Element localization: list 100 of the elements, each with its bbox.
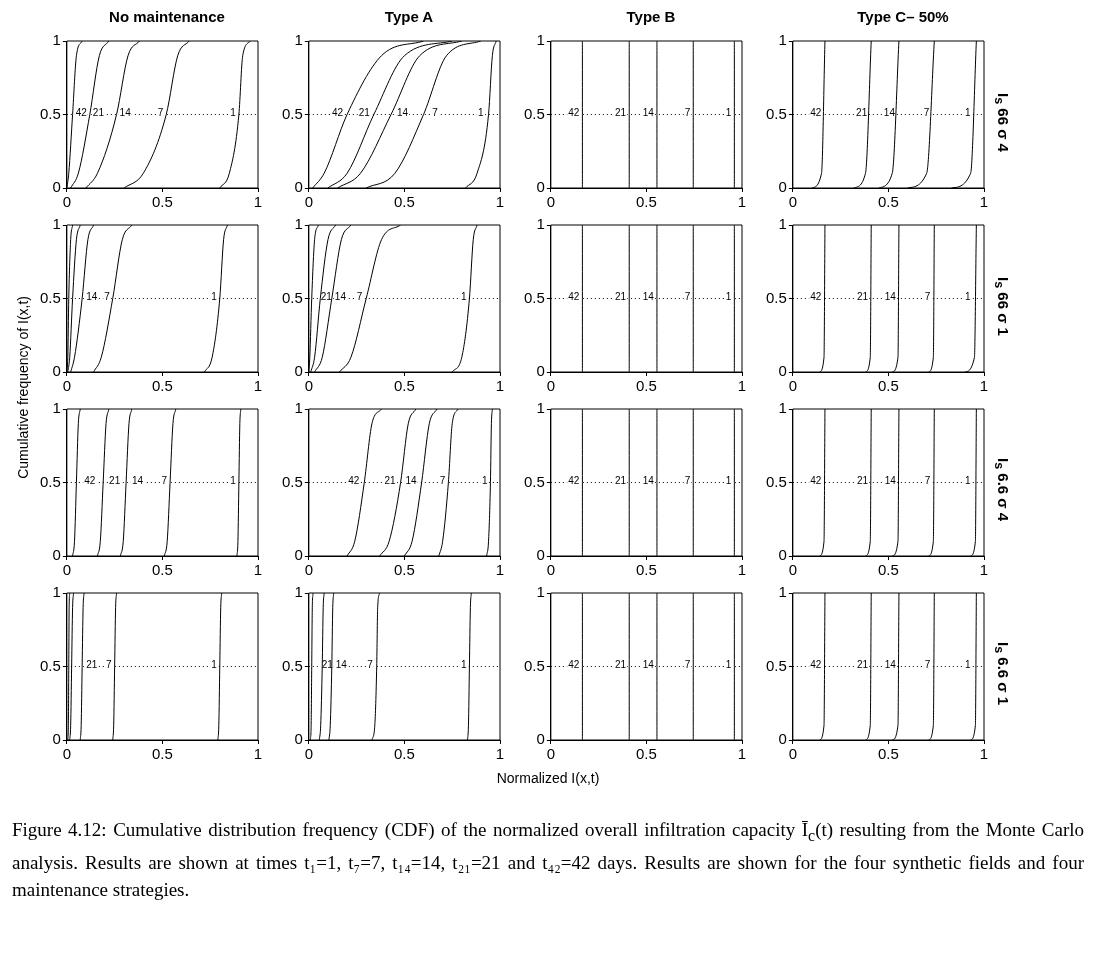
y-tick-label: 1 — [294, 215, 303, 233]
x-tick-label: 1 — [979, 561, 989, 579]
annotation: 21 — [358, 107, 371, 119]
annotation: 1 — [964, 291, 971, 303]
x-tick-label: 0.5 — [152, 377, 173, 395]
annotation: 14 — [405, 475, 418, 487]
y-tick-label: 0.5 — [281, 472, 303, 490]
y-tick-label: 0 — [52, 178, 61, 196]
annotation: 42 — [75, 107, 88, 119]
caption: Figure 4.12: Cumulative distribution frequency (CDF) of the normalized overall infiltration capacity Ī$_{c}$(t) resulting from the Monte Carlo analysis. Results are shown at times t₁=1, t₇=7, t₁₄=14, t₂₁=21 and t₄₂=42 days. Results are shown for the four synthetic fields and four maintenance strategies. — [11, 818, 1085, 902]
y-tick-label: 0.5 — [39, 104, 61, 122]
x-tick-label: 0.5 — [636, 561, 657, 579]
annotation: 7 — [161, 475, 168, 487]
annotation: 14 — [884, 659, 897, 671]
annotation: 1 — [460, 291, 467, 303]
y-tick-label: 1 — [294, 583, 303, 601]
x-tick-label: 1 — [737, 193, 747, 211]
x-tick-label: 1 — [979, 377, 989, 395]
annotation: 42 — [568, 107, 580, 119]
annotation: 42 — [810, 107, 822, 119]
annotation: 1 — [964, 659, 971, 671]
y-tick-label: 1 — [536, 583, 545, 601]
x-tick-label: 1 — [495, 377, 505, 395]
annotation: 1 — [481, 475, 488, 487]
y-tick-label: 0 — [778, 546, 787, 564]
annotation: 7 — [367, 659, 374, 671]
y-tick-label: 0.5 — [39, 288, 61, 306]
annotation: 7 — [684, 475, 691, 487]
y-tick-label: 1 — [778, 31, 787, 49]
y-tick-label: 0.5 — [523, 472, 545, 490]
annotation: 7 — [432, 107, 439, 119]
annotation: 7 — [684, 107, 691, 119]
x-tick-label: 1 — [737, 745, 747, 763]
annotation: 42 — [810, 475, 822, 487]
x-tick-label: 1 — [979, 193, 989, 211]
annotation: 7 — [924, 291, 931, 303]
annotation: 1 — [725, 107, 732, 119]
annotation: 21 — [615, 475, 627, 487]
annotation: 42 — [348, 475, 360, 487]
annotation: 21 — [320, 291, 333, 303]
y-tick-label: 0.5 — [281, 104, 303, 122]
annotation: 7 — [104, 291, 111, 303]
y-tick-label: 0 — [778, 730, 787, 748]
annotation: 7 — [684, 291, 691, 303]
y-tick-label: 0 — [778, 178, 787, 196]
annotation: 42 — [568, 659, 580, 671]
annotation: 14 — [884, 475, 897, 487]
annotation: 21 — [615, 659, 627, 671]
annotation: 7 — [923, 107, 930, 119]
annotation: 21 — [384, 475, 397, 487]
x-tick-label: 0.5 — [878, 377, 899, 395]
annotation: 42 — [568, 291, 580, 303]
x-tick-label: 1 — [495, 745, 505, 763]
annotation: 21 — [857, 291, 869, 303]
annotation: 14 — [642, 107, 655, 119]
y-tick-label: 0 — [52, 730, 61, 748]
x-tick-label: 1 — [253, 193, 263, 211]
x-tick-label: 1 — [737, 561, 747, 579]
text: Cumulative frequency of I(x,t) — [15, 295, 31, 479]
annotation: 14 — [884, 291, 897, 303]
annotation: 7 — [157, 107, 164, 119]
y-tick-label: 0 — [294, 178, 303, 196]
annotation: 14 — [396, 107, 409, 119]
y-tick-label: 0.5 — [523, 104, 545, 122]
annotation: 1 — [211, 659, 218, 671]
y-tick-label: 0.5 — [765, 104, 787, 122]
chart-title: Type A — [383, 8, 435, 27]
annotation: 21 — [92, 107, 105, 119]
x-tick-label: 0.5 — [394, 377, 415, 395]
y-tick-label: 1 — [778, 583, 787, 601]
y-tick-label: 1 — [52, 215, 61, 233]
y-tick-label: 0 — [536, 362, 545, 380]
y-tick-label: 1 — [536, 31, 545, 49]
annotation: 1 — [230, 107, 237, 119]
x-tick-label: 0.5 — [152, 745, 173, 763]
y-tick-label: 1 — [778, 215, 787, 233]
annotation: 21 — [856, 107, 868, 119]
annotation: 1 — [460, 659, 467, 671]
chart-title: No maintenance — [108, 8, 226, 27]
y-tick-label: 0 — [52, 546, 61, 564]
x-tick-label: 1 — [253, 745, 263, 763]
annotation: 7 — [439, 475, 446, 487]
y-tick-label: 0.5 — [39, 472, 61, 490]
annotation: 7 — [924, 475, 931, 487]
y-tick-label: 0 — [536, 730, 545, 748]
x-tick-label: 0.5 — [636, 745, 657, 763]
chart-title: Type B — [625, 8, 677, 27]
y-tick-label: 1 — [52, 583, 61, 601]
annotation: 7 — [356, 291, 363, 303]
y-tick-label: 0 — [52, 362, 61, 380]
annotation: 21 — [857, 659, 869, 671]
x-tick-label: 1 — [253, 377, 263, 395]
annotation: 14 — [132, 475, 144, 487]
annotation: 7 — [106, 659, 113, 671]
x-tick-label: 0.5 — [394, 193, 415, 211]
y-tick-label: 0.5 — [523, 288, 545, 306]
x-tick-label: 1 — [495, 193, 505, 211]
x-tick-label: 0.5 — [878, 745, 899, 763]
annotation: 1 — [230, 475, 237, 487]
y-tick-label: 0.5 — [39, 656, 61, 674]
